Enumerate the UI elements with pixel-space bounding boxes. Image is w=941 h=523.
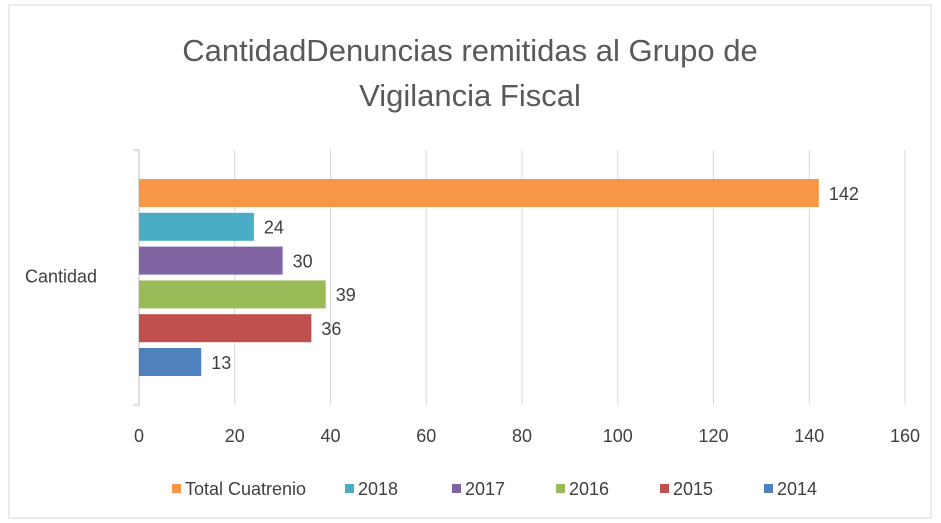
- x-tick-label: 40: [320, 426, 340, 446]
- legend-label: 2016: [569, 479, 609, 499]
- x-tick-label: 120: [698, 426, 728, 446]
- bar: [139, 348, 202, 376]
- legend-swatch: [452, 484, 461, 493]
- legend-swatch: [660, 484, 669, 493]
- legend-label: 2018: [358, 479, 398, 499]
- bar: [139, 246, 283, 275]
- data-label: 13: [211, 353, 231, 373]
- x-tick-label: 100: [603, 426, 633, 446]
- data-label: 142: [829, 184, 859, 204]
- data-label: 24: [264, 218, 284, 238]
- legend-swatch: [556, 484, 565, 493]
- data-label: 36: [321, 319, 341, 339]
- bar: [139, 212, 254, 241]
- bar: [139, 179, 819, 207]
- legend-label: 2017: [465, 479, 505, 499]
- legend-label: 2015: [673, 479, 713, 499]
- data-label: 39: [336, 285, 356, 305]
- legend-swatch: [345, 484, 354, 493]
- x-tick-label: 160: [890, 426, 920, 446]
- chart-title: CantidadDenuncias remitidas al Grupo de …: [182, 33, 758, 113]
- x-tick-label: 60: [416, 426, 436, 446]
- legend-label: 2014: [777, 479, 817, 499]
- x-tick-label: 20: [225, 426, 245, 446]
- legend-swatch: [172, 484, 181, 493]
- x-tick-label: 0: [134, 426, 144, 446]
- bar: [139, 314, 312, 343]
- bar: [139, 280, 326, 309]
- legend-label: Total Cuatrenio: [185, 479, 306, 499]
- y-tick-label: Cantidad: [25, 266, 97, 286]
- legend-swatch: [764, 484, 773, 493]
- x-tick-label: 80: [512, 426, 532, 446]
- x-tick-label: 140: [794, 426, 824, 446]
- data-label: 30: [293, 251, 313, 271]
